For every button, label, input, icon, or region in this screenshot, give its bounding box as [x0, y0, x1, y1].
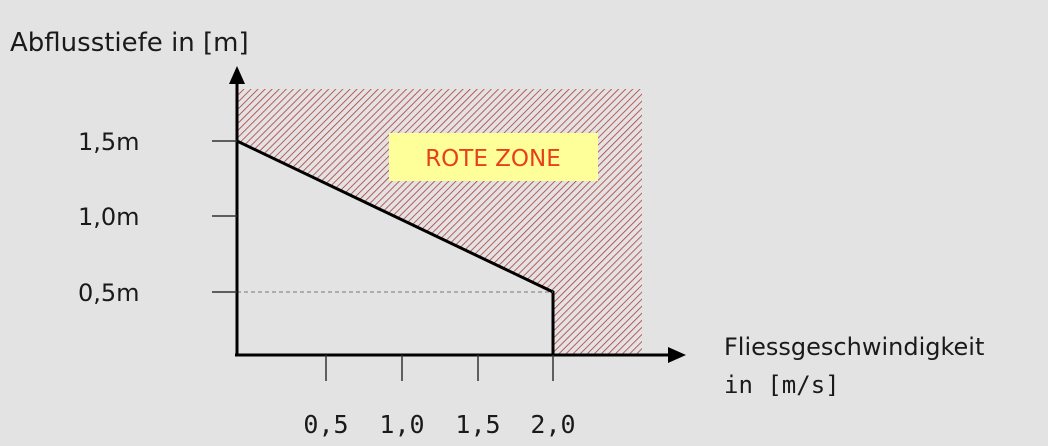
y-tick-label: 1,5m — [78, 128, 140, 156]
x-tick-label: 1,0 — [379, 410, 424, 439]
zone-label: ROTE ZONE — [425, 146, 561, 172]
y-axis-arrow — [229, 66, 245, 84]
x-axis-arrow — [668, 347, 686, 363]
x-tick-label: 0,5 — [303, 410, 348, 439]
red-zone-region — [237, 89, 642, 355]
x-tick-label: 1,5 — [455, 410, 500, 439]
y-tick-label: 0,5m — [78, 279, 140, 307]
x-axis-title-line1: Fliessgeschwindigkeit — [724, 333, 984, 361]
x-axis-title-line2: in [m/s] — [724, 371, 840, 399]
x-tick-label: 2,0 — [530, 410, 575, 439]
zone-label-box — [389, 133, 598, 181]
y-axis-title: Abflusstiefe in [m] — [10, 28, 249, 58]
y-tick-label: 1,0m — [78, 203, 140, 231]
